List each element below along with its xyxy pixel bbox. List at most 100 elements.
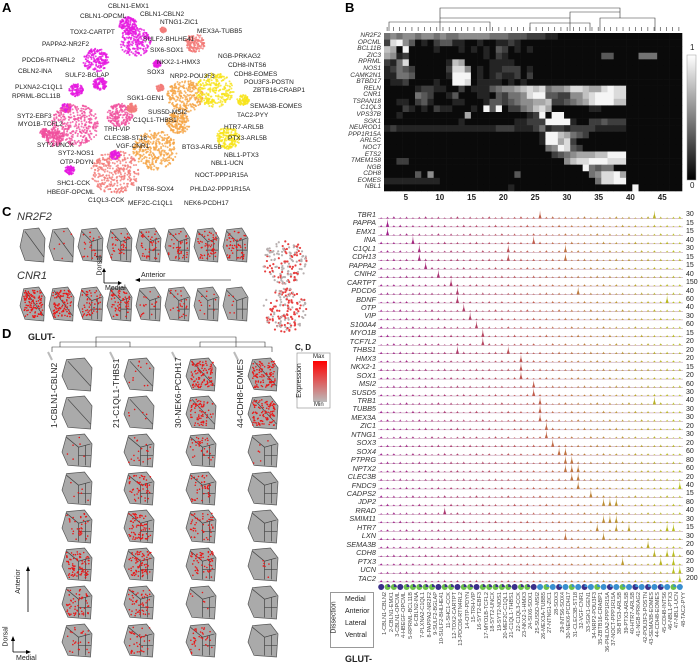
umap-point bbox=[71, 86, 74, 89]
heatmap-cell bbox=[650, 177, 658, 185]
heatmap-cell bbox=[520, 46, 528, 54]
heatmap-cell bbox=[601, 125, 608, 133]
heatmap-cell bbox=[433, 92, 441, 100]
heatmap-cell bbox=[427, 151, 434, 159]
umap-point bbox=[178, 81, 181, 84]
umap-point bbox=[152, 153, 155, 156]
heatmap-cell bbox=[539, 92, 546, 100]
heatmap-cell bbox=[564, 184, 571, 192]
heatmap-cell bbox=[564, 98, 571, 106]
umap-point bbox=[113, 190, 116, 193]
umap-point bbox=[122, 170, 125, 173]
heatmap-cell bbox=[588, 92, 596, 100]
heatmap-cell bbox=[557, 171, 565, 179]
umap-point bbox=[128, 153, 131, 156]
heatmap-cell bbox=[526, 92, 534, 100]
umap-point bbox=[204, 95, 207, 98]
umap-point bbox=[146, 45, 149, 48]
umap-point bbox=[131, 28, 134, 31]
heatmap-cell bbox=[607, 92, 615, 100]
heatmap-cell bbox=[669, 92, 677, 100]
heatmap-cell bbox=[595, 151, 602, 159]
umap-point bbox=[164, 145, 167, 148]
heatmap-cell bbox=[669, 158, 677, 165]
heatmap-cell bbox=[415, 65, 422, 73]
heatmap-cell bbox=[390, 65, 397, 73]
heatmap-cell bbox=[384, 171, 391, 179]
umap-point bbox=[118, 191, 121, 194]
umap-point bbox=[130, 178, 133, 181]
heatmap-cell bbox=[477, 72, 484, 80]
heatmap-cell bbox=[384, 177, 391, 185]
umap-point bbox=[137, 29, 140, 32]
expression-dot bbox=[179, 241, 182, 244]
umap-point bbox=[149, 42, 152, 45]
heatmap-cell bbox=[514, 125, 521, 133]
heatmap-cell bbox=[545, 125, 552, 133]
heatmap-cell bbox=[402, 164, 410, 172]
heatmap-cell bbox=[501, 151, 509, 159]
heatmap-cell bbox=[576, 105, 583, 113]
heatmap-cell bbox=[539, 125, 546, 133]
heatmap-cell bbox=[533, 144, 540, 152]
heatmap-cell bbox=[557, 112, 565, 119]
heatmap-cell bbox=[638, 158, 646, 165]
umap-point bbox=[200, 86, 203, 89]
umap-point bbox=[83, 128, 86, 131]
heatmap-cell bbox=[638, 72, 646, 80]
umap-point bbox=[120, 173, 123, 176]
heatmap-cell bbox=[570, 171, 577, 179]
heatmap-cell bbox=[433, 46, 441, 54]
umap-point bbox=[104, 153, 107, 156]
heatmap-cell bbox=[384, 92, 391, 100]
umap-point bbox=[159, 154, 162, 157]
umap-point bbox=[172, 141, 175, 144]
heatmap-cell bbox=[446, 131, 453, 139]
umap-point bbox=[101, 59, 104, 62]
umap-point bbox=[155, 145, 158, 148]
umap-point bbox=[175, 152, 178, 155]
heatmap-cell bbox=[390, 98, 397, 106]
umap-point bbox=[172, 131, 175, 134]
heatmap-cell bbox=[588, 151, 596, 159]
heatmap-cell bbox=[526, 138, 534, 146]
umap-point bbox=[201, 82, 204, 85]
umap-point bbox=[198, 86, 201, 89]
umap-point bbox=[98, 70, 101, 73]
heatmap-cell bbox=[638, 92, 646, 100]
umap-point bbox=[115, 170, 118, 173]
umap-point bbox=[133, 151, 136, 154]
heatmap-cell bbox=[657, 85, 664, 93]
umap-point bbox=[148, 157, 151, 160]
expression-dot bbox=[112, 247, 114, 250]
heatmap-cell bbox=[390, 171, 397, 179]
umap-point bbox=[126, 16, 129, 19]
heatmap-cell bbox=[520, 184, 528, 192]
heatmap-cell bbox=[576, 92, 583, 100]
heatmap-cell bbox=[613, 112, 621, 119]
umap-point bbox=[207, 80, 210, 83]
heatmap-cell bbox=[433, 72, 441, 80]
heatmap-cell bbox=[551, 39, 559, 47]
umap-point bbox=[56, 110, 59, 113]
umap-point bbox=[179, 104, 182, 107]
umap-point bbox=[125, 111, 128, 114]
heatmap-cell bbox=[557, 164, 565, 172]
heatmap-cell bbox=[601, 138, 608, 146]
heatmap-cell bbox=[508, 79, 515, 86]
umap-point bbox=[185, 95, 188, 98]
heatmap-cell bbox=[489, 59, 497, 67]
expression-dot bbox=[185, 235, 187, 237]
umap-point bbox=[135, 164, 138, 167]
umap-point bbox=[103, 52, 106, 55]
heatmap-cell bbox=[384, 125, 391, 133]
umap-point bbox=[136, 35, 139, 38]
umap-point bbox=[186, 93, 189, 96]
heatmap-cell bbox=[601, 112, 608, 119]
heatmap-cell bbox=[539, 46, 546, 54]
umap-point bbox=[127, 172, 130, 175]
heatmap-cell bbox=[545, 151, 552, 159]
heatmap-cell bbox=[508, 131, 515, 139]
umap-point bbox=[120, 189, 123, 192]
heatmap-cell bbox=[626, 33, 633, 40]
